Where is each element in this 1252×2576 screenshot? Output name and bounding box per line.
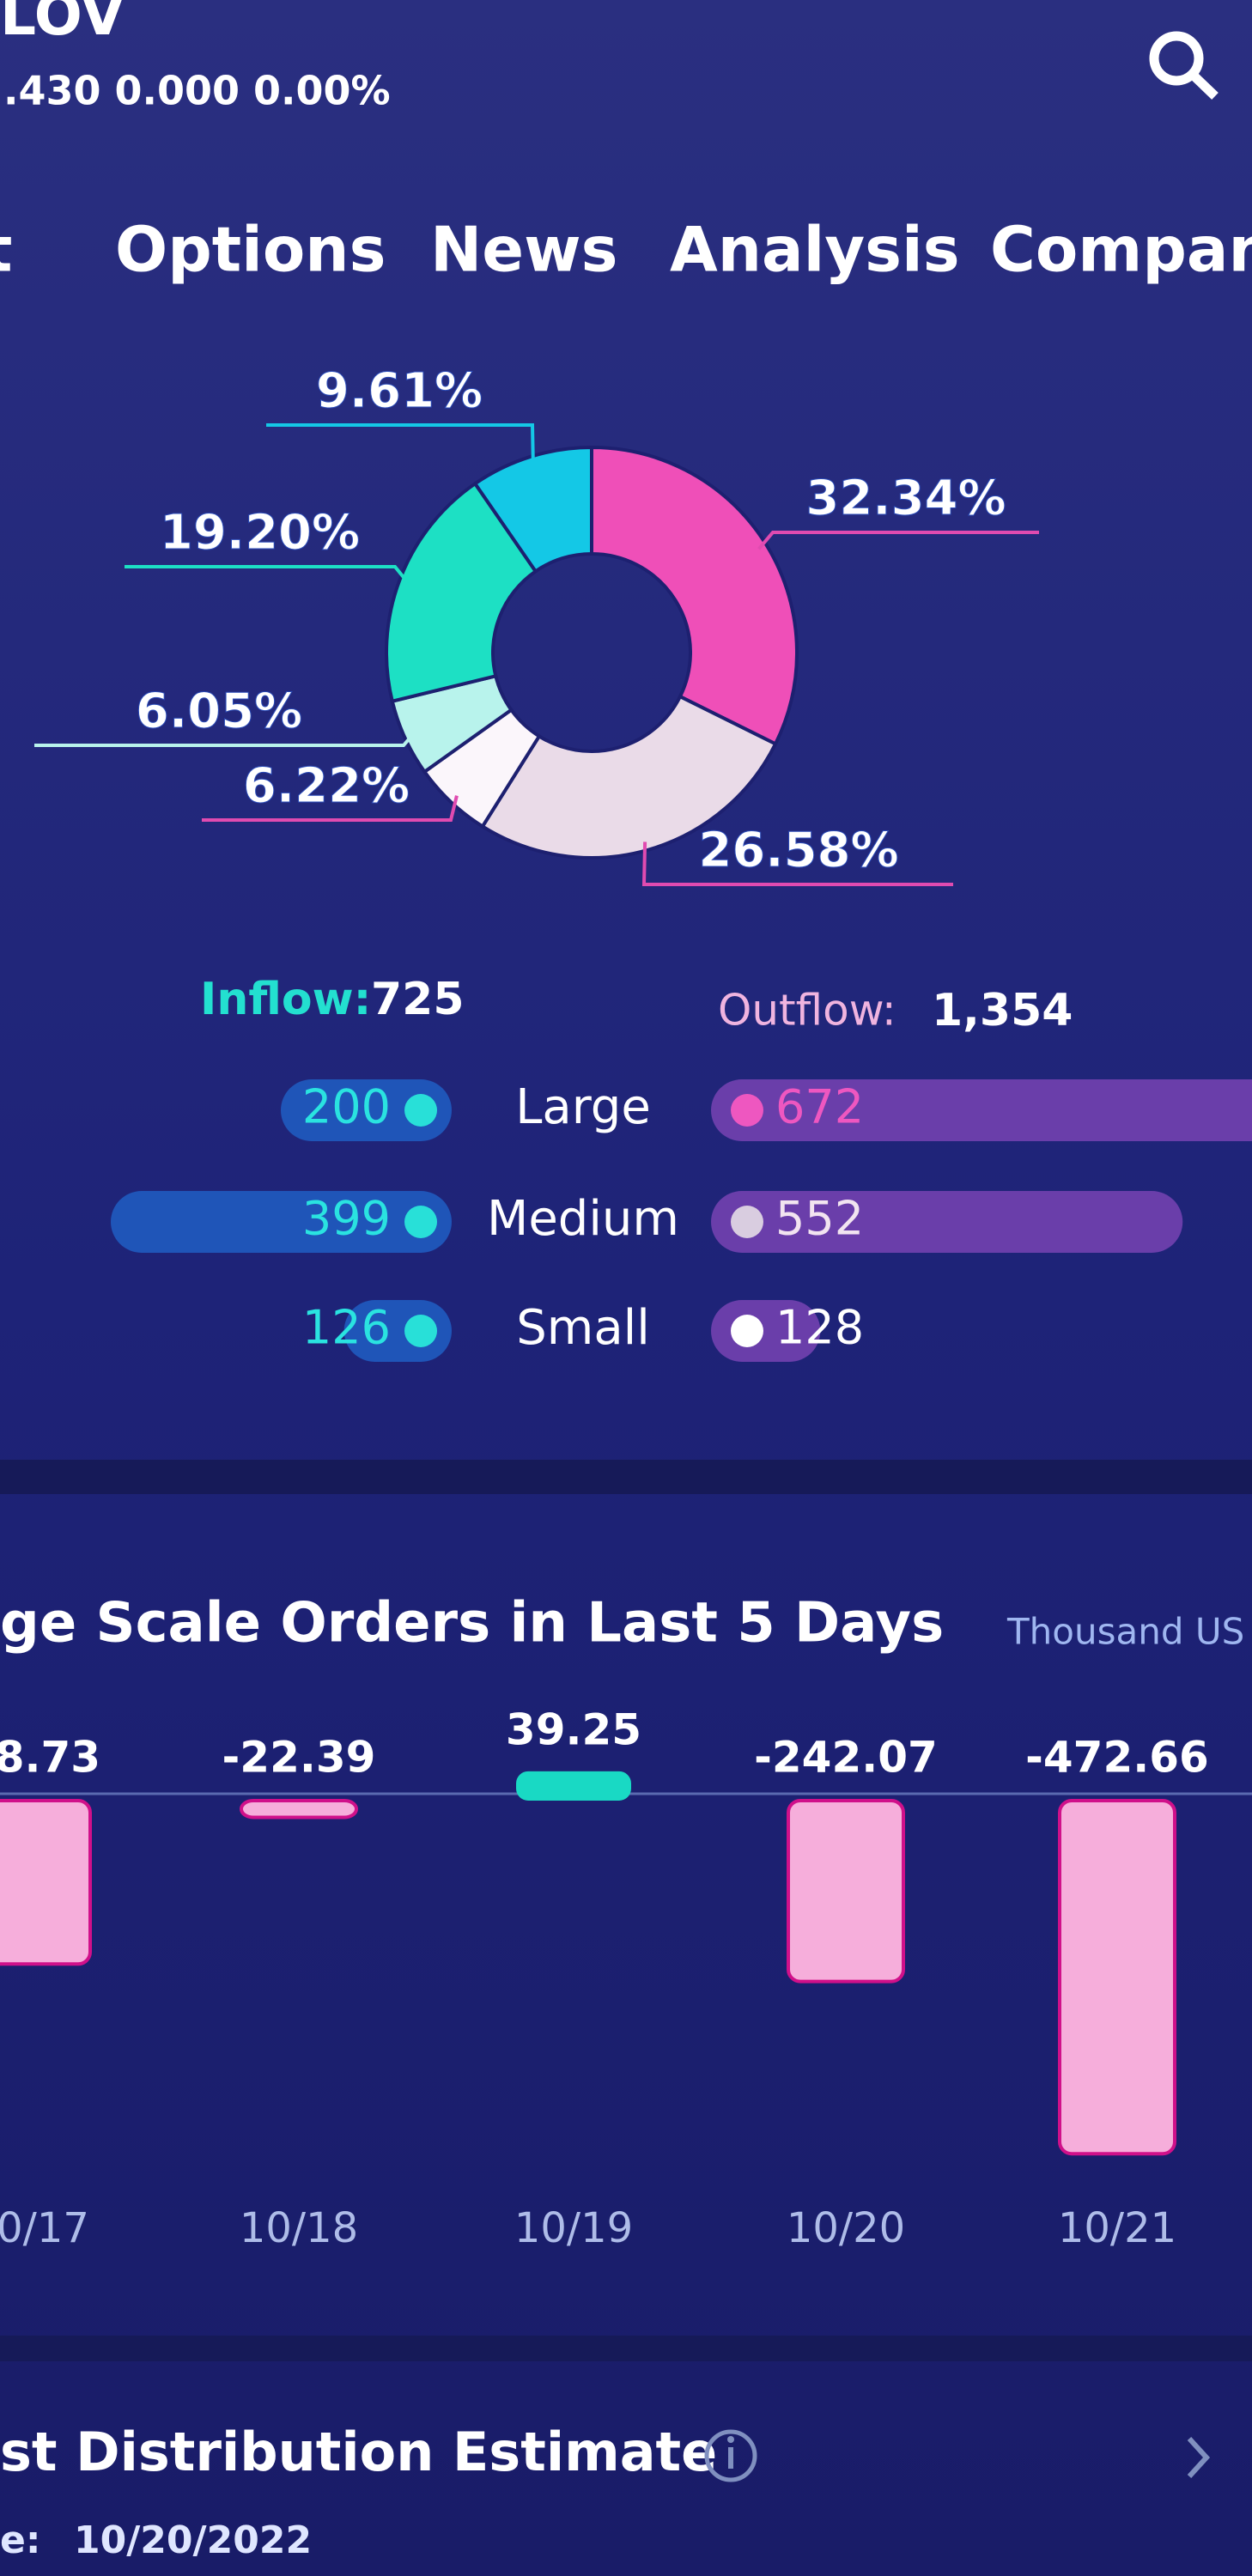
slice-label: 19.20% xyxy=(160,505,360,561)
outflow-dot xyxy=(731,1315,763,1347)
bar xyxy=(240,1799,358,1820)
donut-slice xyxy=(480,694,778,860)
outflow-bar xyxy=(711,1191,1183,1253)
outflow-bar xyxy=(711,1300,821,1362)
leader-line xyxy=(757,531,1039,550)
bar-value-label: -472.66 xyxy=(1025,1733,1209,1783)
slice-label: 6.22% xyxy=(243,758,410,814)
info-icon[interactable] xyxy=(704,2429,757,2482)
divider xyxy=(0,1460,1252,1494)
outflow-value: 552 xyxy=(775,1192,864,1246)
inflow-label: Inflow: xyxy=(200,974,371,1025)
bar-value-label: -242.07 xyxy=(754,1733,938,1783)
donut-slice xyxy=(385,481,538,704)
inflow-dot xyxy=(404,1315,437,1347)
outflow-bar xyxy=(711,1079,1252,1141)
leader-line xyxy=(125,565,410,584)
x-tick-label: 0/17 xyxy=(0,2204,89,2252)
outflow-dot xyxy=(731,1206,763,1238)
x-tick-label: 10/19 xyxy=(514,2204,633,2252)
bar xyxy=(516,1771,631,1801)
x-tick-label: 10/21 xyxy=(1058,2204,1176,2252)
x-tick-label: 10/20 xyxy=(787,2204,905,2252)
inflow-bar xyxy=(281,1079,452,1141)
ticker: LOV xyxy=(0,0,125,48)
leader-line xyxy=(202,795,459,822)
date: 10/20/2022 xyxy=(74,2518,312,2562)
row-label: Small xyxy=(516,1300,650,1356)
inflow-value: 399 xyxy=(302,1192,391,1246)
row-label: Medium xyxy=(487,1191,679,1247)
bar-value-label: 18.73 xyxy=(0,1733,100,1783)
bar xyxy=(1058,1799,1176,2156)
tab[interactable]: t xyxy=(0,214,12,286)
section-title: st Distribution Estimate xyxy=(0,2421,717,2483)
inflow-value: 200 xyxy=(302,1080,391,1134)
outflow-total: 1,354 xyxy=(932,985,1073,1036)
slice-label: 9.61% xyxy=(316,363,483,419)
inflow-bar xyxy=(110,1191,452,1253)
quote: .430 0.000 0.00% xyxy=(3,68,391,114)
divider xyxy=(0,2336,1252,2361)
bar xyxy=(0,1799,92,1966)
slice-label: 26.58% xyxy=(698,823,898,878)
inflow-total: 725 xyxy=(371,974,465,1025)
chart-title: ge Scale Orders in Last 5 Days xyxy=(0,1592,944,1656)
inflow-dot xyxy=(404,1206,437,1238)
outflow-value: 128 xyxy=(775,1301,864,1355)
outflow-dot xyxy=(731,1094,763,1127)
inflow-dot xyxy=(404,1094,437,1127)
date-label: e: xyxy=(0,2518,40,2562)
chevron[interactable] xyxy=(1187,2436,1211,2479)
tab[interactable]: Analysis xyxy=(670,214,960,286)
leader-line xyxy=(34,733,415,747)
outflow-value: 672 xyxy=(775,1080,864,1134)
inflow-value: 126 xyxy=(302,1301,391,1355)
bar xyxy=(787,1799,905,1984)
tab[interactable]: News xyxy=(430,214,617,286)
leader-line xyxy=(641,841,953,886)
leader-line xyxy=(266,423,535,465)
donut-slice xyxy=(590,445,799,747)
unit-label: Thousand US xyxy=(1006,1611,1244,1653)
slice-label: 32.34% xyxy=(805,471,1006,526)
x-tick-label: 10/18 xyxy=(240,2204,358,2252)
search-icon[interactable] xyxy=(1149,31,1219,100)
bar-value-label: 39.25 xyxy=(506,1705,641,1755)
slice-label: 6.05% xyxy=(136,683,302,739)
row-label: Large xyxy=(515,1079,651,1135)
donut-slice xyxy=(472,445,593,574)
outflow-label: Outflow: xyxy=(718,986,896,1036)
bar-value-label: -22.39 xyxy=(222,1733,376,1783)
tab[interactable]: Company xyxy=(990,214,1252,286)
tab[interactable]: Options xyxy=(115,214,386,286)
